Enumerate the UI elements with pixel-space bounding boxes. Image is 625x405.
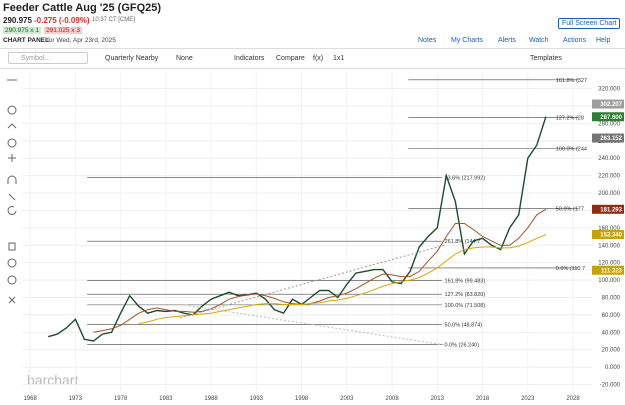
toolbar-item[interactable]: Indicators: [234, 55, 265, 62]
fib-label: 161.8% (327: [556, 78, 587, 84]
price-tag: [592, 204, 624, 214]
y-tick-label: 120.000: [598, 261, 620, 267]
last-price: 290.975: [3, 16, 32, 25]
divider: [0, 68, 625, 69]
bid: 290.975 x 1: [3, 27, 41, 34]
x-tick-label: 2018: [476, 396, 490, 402]
x-tick-label: 1983: [159, 396, 173, 402]
link[interactable]: Alerts: [498, 37, 516, 44]
link[interactable]: Watch: [529, 37, 549, 44]
price-tag-label: 152.340: [600, 233, 622, 239]
price-tag: [592, 99, 624, 109]
price-tag: [592, 133, 624, 143]
x-tick-label: 2013: [431, 396, 445, 402]
x-tick-label: 1998: [295, 396, 309, 402]
x-tick-label: 2003: [340, 396, 354, 402]
price-tag: [592, 112, 624, 122]
y-tick-label: 240.000: [598, 156, 620, 162]
price-tag: [592, 230, 624, 240]
ask: 291.025 x 3: [44, 27, 82, 34]
y-tick-label: 80.000: [602, 295, 621, 301]
price-tag-label: 263.152: [600, 136, 622, 142]
price-tag-label: 181.293: [600, 208, 622, 214]
x-tick-label: 1988: [204, 396, 218, 402]
series-line: [48, 116, 547, 342]
link[interactable]: Actions: [563, 37, 586, 44]
x-tick-label: 1973: [69, 396, 83, 402]
fib-label: 50.0% (177: [556, 207, 584, 213]
panel-date: for Wed, Apr 23rd, 2025: [47, 37, 116, 44]
y-tick-label: 220.000: [598, 174, 620, 180]
price-tag-label: 287.600: [600, 115, 622, 121]
y-tick-label: 320.000: [598, 87, 620, 93]
fib-label: 0.0% (26.240): [445, 342, 480, 348]
x-tick-label: 2008: [385, 396, 399, 402]
time: 10:37 CT [CME]: [92, 17, 135, 23]
link[interactable]: My Charts: [451, 37, 483, 44]
y-tick-label: 200.000: [598, 191, 620, 197]
fib-label: 100.0% (244: [556, 147, 587, 153]
fib-label: 161.8% (99.483): [445, 279, 486, 285]
y-tick-label: 0.000: [605, 365, 621, 371]
x-tick-label: 1968: [23, 396, 37, 402]
toolbar-item[interactable]: Templates: [530, 55, 562, 62]
y-tick-label: -20.000: [600, 383, 621, 389]
y-tick-label: 140.000: [598, 243, 620, 249]
y-tick-label: 40.000: [602, 330, 621, 336]
toolbar-item[interactable]: f(x): [313, 55, 324, 62]
y-tick-label: 280.000: [598, 121, 620, 127]
fib-label: 127.2% (83.820): [445, 292, 486, 298]
trend-line: [179, 244, 446, 319]
price-tag-label: 111.323: [601, 268, 623, 274]
fib-label: 0.0% (110.7: [556, 266, 585, 272]
x-tick-label: 2023: [521, 396, 535, 402]
watermark: barchart: [27, 372, 78, 388]
price-tag: [592, 265, 624, 275]
fib-label: 50.0% (48.874): [445, 323, 483, 329]
y-tick-label: 100.000: [598, 278, 620, 284]
toolbar-item[interactable]: Compare: [276, 55, 305, 62]
fib-label: 127.2% (28: [556, 115, 584, 121]
divider: [0, 48, 625, 49]
y-tick-label: 20.000: [602, 348, 621, 354]
title: Feeder Cattle Aug '25 (GFQ25): [3, 2, 162, 14]
series-line: [138, 234, 547, 325]
link[interactable]: Help: [596, 37, 611, 44]
y-tick-label: 60.000: [602, 313, 621, 319]
change: -0.275 (-0.09%): [34, 16, 90, 25]
panel-label: CHART PANEL: [3, 37, 50, 44]
toolbar-item[interactable]: 1x1: [333, 55, 345, 62]
fib-label: 23.6% (217.992): [445, 175, 486, 181]
x-tick-label: 1978: [114, 396, 128, 402]
y-tick-label: 160.000: [598, 226, 620, 232]
price-tag-label: 302.207: [600, 102, 622, 108]
side-tools[interactable]: [7, 79, 17, 304]
fullscreen-button[interactable]: Full Screen Chart: [558, 18, 621, 29]
x-tick-label: 2028: [566, 396, 580, 402]
series-line: [93, 208, 547, 333]
fib-label: 100.0% (71.508): [445, 303, 486, 309]
symbol-input[interactable]: Symbol...: [8, 52, 88, 64]
link[interactable]: Notes: [418, 37, 437, 44]
toolbar-item[interactable]: Quarterly Nearby: [105, 55, 159, 62]
toolbar-item[interactable]: None: [176, 55, 193, 62]
x-tick-label: 1993: [250, 396, 264, 402]
